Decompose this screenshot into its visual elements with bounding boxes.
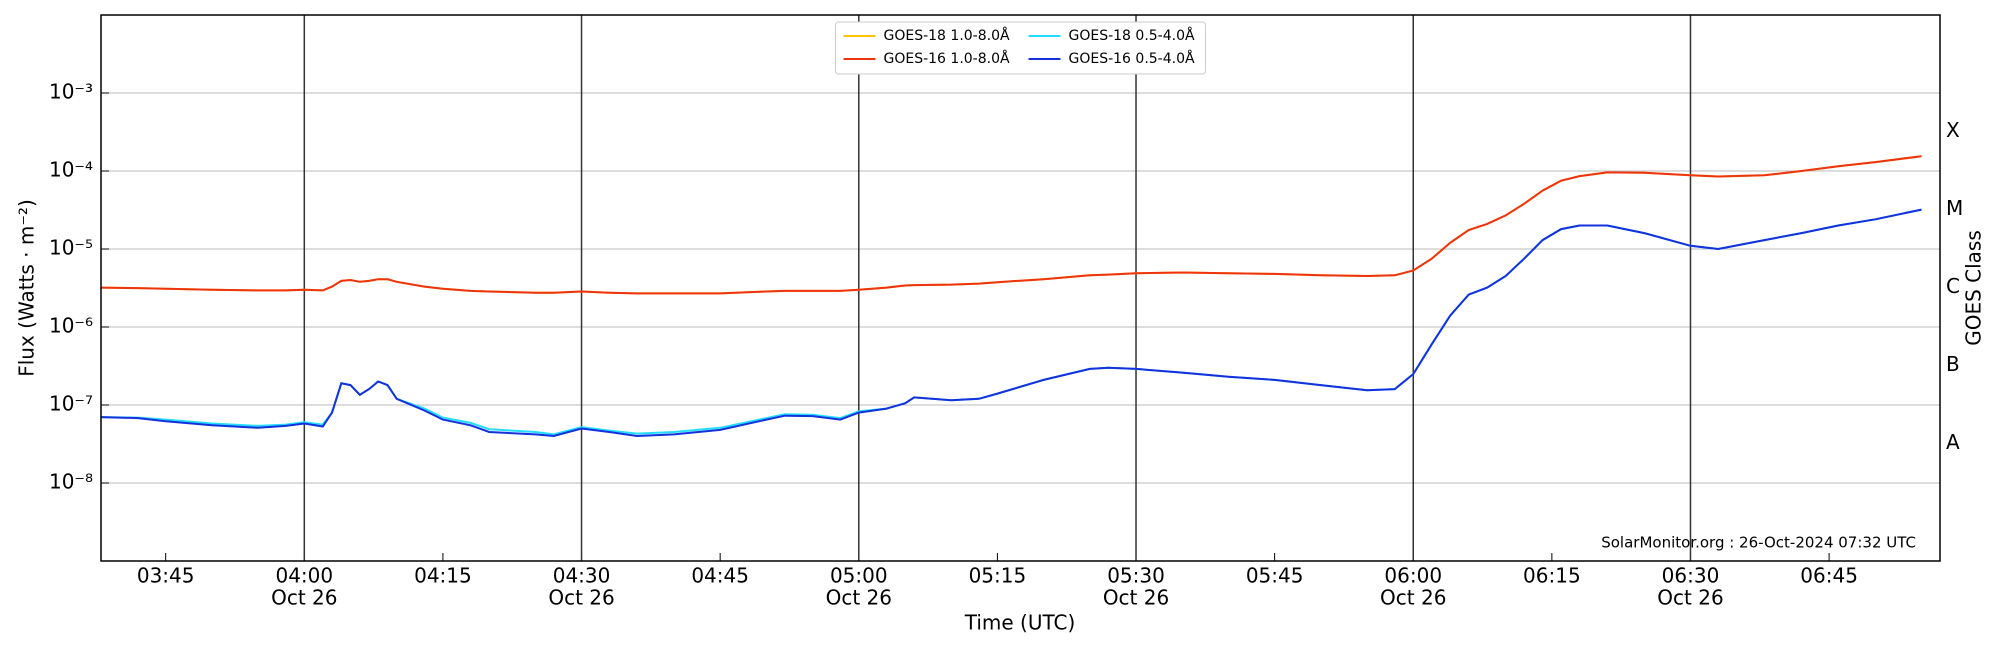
x-tick-label: 04:00 [275, 564, 333, 588]
x-tick-label: 06:15 [1523, 564, 1581, 588]
y-axis-label: Flux (Watts · m⁻²) [15, 199, 39, 377]
y2-tick-label: B [1946, 352, 1960, 376]
x-tick-label: 04:45 [691, 564, 749, 588]
legend-label: GOES-16 1.0-8.0Å [884, 50, 1010, 67]
x-tick-date: Oct 26 [271, 586, 337, 610]
x-tick-label: 04:30 [553, 564, 611, 588]
y-tick-label: 10⁻⁶ [49, 314, 93, 338]
y-tick-label: 10⁻⁵ [49, 236, 93, 260]
x-tick-date: Oct 26 [1657, 586, 1723, 610]
series-line [100, 155, 1922, 295]
series-line [100, 155, 1922, 295]
y2-tick-label: C [1946, 274, 1960, 298]
legend-box [835, 21, 1206, 75]
x-tick-label: 06:30 [1662, 564, 1720, 588]
y2-tick-label: A [1946, 430, 1960, 454]
y2-tick-label: X [1946, 118, 1960, 142]
x-tick-date: Oct 26 [826, 586, 892, 610]
annotation: SolarMonitor.org : 26-Oct-2024 07:32 UTC [1601, 534, 1916, 552]
legend: GOES-18 1.0-8.0Å GOES-16 1.0-8.0Å GOES-18 … [835, 21, 1206, 75]
x-tick-date: Oct 26 [1103, 586, 1169, 610]
plot-frame [100, 14, 1941, 562]
x-tick-label: 05:30 [1107, 564, 1165, 588]
legend-label: GOES-18 0.5-4.0Å [1069, 27, 1195, 44]
y-tick-label: 10⁻⁷ [49, 392, 93, 416]
series-line [100, 208, 1922, 438]
y-tick-label: 10⁻⁸ [49, 470, 93, 494]
x-tick-date: Oct 26 [1380, 586, 1446, 610]
series-line [100, 208, 1922, 436]
y2-tick-label: M [1946, 196, 1963, 220]
x-tick-label: 05:00 [830, 564, 888, 588]
x-tick-label: 05:15 [969, 564, 1027, 588]
legend-label: GOES-16 0.5-4.0Å [1069, 50, 1195, 67]
y-tick-label: 10⁻⁴ [49, 158, 93, 182]
x-tick-label: 06:00 [1384, 564, 1442, 588]
legend-label: GOES-18 1.0-8.0Å [884, 27, 1010, 44]
x-tick-label: 03:45 [137, 564, 195, 588]
y-tick-label: 10⁻³ [49, 80, 93, 104]
x-tick-label: 06:45 [1800, 564, 1858, 588]
x-tick-label: 05:45 [1246, 564, 1304, 588]
y2-axis-label: GOES Class [1962, 230, 1986, 346]
x-tick-date: Oct 26 [548, 586, 614, 610]
x-axis-label: Time (UTC) [964, 611, 1076, 635]
x-tick-label: 04:15 [414, 564, 472, 588]
